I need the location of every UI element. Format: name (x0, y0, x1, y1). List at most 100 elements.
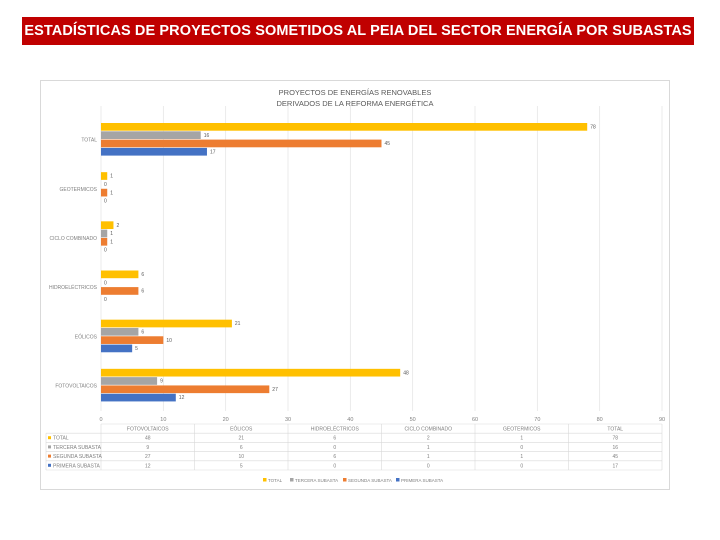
data-label: 0 (104, 248, 107, 254)
legend-key (48, 445, 51, 449)
data-label: 9 (160, 379, 163, 385)
table-cell: 0 (333, 445, 336, 451)
table-header: CICLO COMBINADO (404, 427, 452, 433)
table-cell: 27 (145, 454, 151, 460)
table-row-label: TERCERA SUBASTA (53, 445, 102, 451)
category-label: EÓLICOS (75, 333, 98, 340)
table-cell: 0 (520, 445, 523, 451)
table-cell: 1 (520, 454, 523, 460)
data-label: 0 (104, 297, 107, 303)
table-cell: 0 (333, 463, 336, 469)
table-cell: 48 (145, 436, 151, 442)
table-cell: 16 (612, 445, 618, 451)
table-cell: 17 (612, 463, 618, 469)
category-label: HIDROELÉCTRICOS (49, 284, 98, 291)
legend-key (48, 463, 51, 467)
legend-swatch (263, 478, 267, 482)
bar (101, 123, 588, 131)
table-cell: 2 (427, 436, 430, 442)
table-header: EÓLICOS (230, 426, 253, 433)
data-label: 6 (141, 329, 144, 335)
data-label: 1 (110, 174, 113, 180)
data-label: 6 (141, 289, 144, 295)
bar (101, 393, 176, 402)
data-label: 2 (116, 223, 119, 229)
data-label: 0 (104, 182, 107, 188)
table-cell: 5 (240, 463, 243, 469)
x-tick-label: 10 (160, 417, 166, 423)
x-tick-label: 90 (659, 417, 665, 423)
table-header: GEOTERMICOS (503, 427, 541, 433)
data-label: 21 (235, 321, 241, 327)
bar (101, 385, 270, 394)
table-row-label: SEGUNDA SUBASTA (53, 454, 102, 460)
bar (101, 188, 108, 197)
data-label: 0 (104, 199, 107, 205)
table-cell: 0 (520, 463, 523, 469)
legend-label: TOTAL (268, 478, 283, 483)
bar (101, 229, 108, 238)
bar-chart: PROYECTOS DE ENERGÍAS RENOVABLES DERIVAD… (45, 88, 665, 483)
data-label: 45 (385, 141, 391, 147)
legend-label: PRIMERA SUBASTA (401, 478, 443, 483)
chart-subtitle: DERIVADOS DE LA REFORMA ENERGÉTICA (277, 99, 434, 108)
x-tick-label: 50 (410, 417, 416, 423)
legend-key (48, 454, 51, 458)
bar (101, 344, 133, 353)
legend-label: SEGUNDA SUBASTA (348, 478, 392, 483)
table-cell: 21 (238, 436, 244, 442)
data-label: 1 (110, 190, 113, 196)
table-cell: 45 (612, 454, 618, 460)
bar (101, 139, 382, 148)
bar (101, 172, 108, 180)
bar (101, 368, 401, 377)
category-label: TOTAL (81, 138, 97, 144)
table-cell: 78 (612, 436, 618, 442)
data-label: 6 (141, 272, 144, 278)
data-label: 1 (110, 231, 113, 237)
table-cell: 10 (238, 454, 244, 460)
x-tick-label: 80 (597, 417, 603, 423)
x-tick-label: 70 (534, 417, 540, 423)
x-tick-label: 0 (99, 417, 102, 423)
data-label: 12 (179, 395, 185, 401)
data-label: 16 (204, 133, 210, 139)
table-cell: 1 (520, 436, 523, 442)
bar (101, 377, 158, 385)
bar (101, 327, 139, 336)
legend-swatch (343, 478, 347, 482)
data-label: 17 (210, 149, 216, 155)
x-tick-label: 30 (285, 417, 291, 423)
table-cell: 9 (146, 445, 149, 451)
data-label: 27 (272, 387, 278, 393)
category-label: CICLO COMBINADO (49, 236, 97, 242)
bar (101, 336, 164, 344)
legend-swatch (290, 478, 294, 482)
table-cell: 6 (333, 436, 336, 442)
table-header: TOTAL (607, 427, 623, 433)
bar (101, 147, 207, 156)
data-label: 1 (110, 239, 113, 245)
table-cell: 6 (240, 445, 243, 451)
category-label: FOTOVOLTAICOS (55, 383, 97, 389)
chart-frame: PROYECTOS DE ENERGÍAS RENOVABLES DERIVAD… (40, 80, 670, 490)
x-tick-label: 40 (347, 417, 353, 423)
data-label: 78 (590, 125, 596, 131)
x-tick-label: 20 (223, 417, 229, 423)
bar (101, 287, 139, 295)
table-row-label: TOTAL (53, 436, 69, 442)
bar (101, 221, 114, 230)
data-label: 5 (135, 346, 138, 352)
category-label: GEOTERMICOS (59, 187, 97, 193)
data-label: 48 (403, 370, 409, 376)
banner-title: ESTADÍSTICAS DE PROYECTOS SOMETIDOS AL P… (24, 23, 692, 39)
data-label: 0 (104, 280, 107, 286)
legend-swatch (396, 478, 400, 482)
chart-title: PROYECTOS DE ENERGÍAS RENOVABLES (279, 88, 432, 97)
table-header: FOTOVOLTAICOS (127, 427, 169, 433)
table-row-label: PRIMERA SUBASTA (53, 463, 101, 469)
x-tick-label: 60 (472, 417, 478, 423)
table-cell: 1 (427, 454, 430, 460)
table-header: HIDROELÉCTRICOS (311, 426, 360, 433)
page-banner: ESTADÍSTICAS DE PROYECTOS SOMETIDOS AL P… (22, 17, 694, 45)
